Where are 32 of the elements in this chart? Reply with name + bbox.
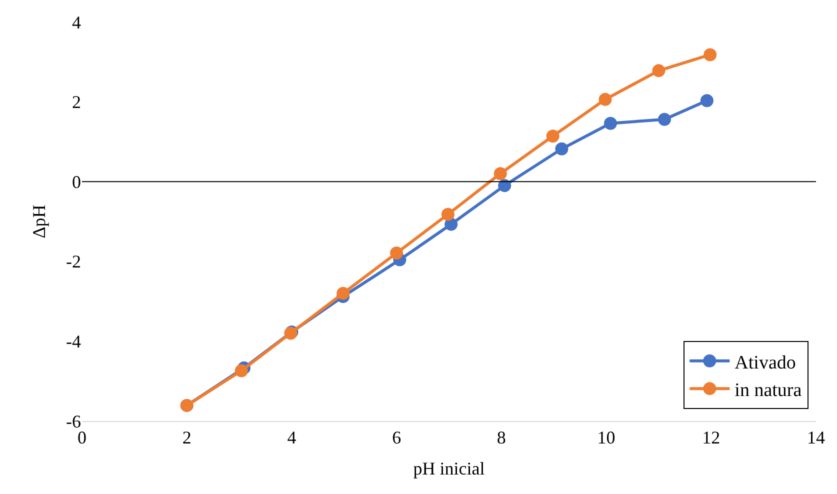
point: [234, 364, 248, 378]
legend-label: Ativado: [734, 352, 796, 374]
y-axis-title: ΔpH: [29, 204, 50, 238]
point: [658, 112, 671, 126]
x-axis-title: pH inicial: [413, 458, 485, 479]
x-tick-label: 10: [597, 428, 616, 448]
point: [546, 130, 560, 143]
point: [604, 116, 617, 130]
x-tick-label: 6: [392, 428, 402, 448]
y-tick-label: -4: [66, 332, 81, 352]
point: [441, 208, 454, 221]
point: [336, 286, 350, 300]
point: [598, 92, 612, 106]
x-tick-label: 2: [182, 428, 192, 448]
x-tick-label: 4: [287, 428, 296, 448]
point: [652, 64, 666, 78]
y-tick-label: 4: [72, 12, 81, 32]
point: [555, 142, 568, 156]
point: [494, 167, 507, 180]
y-tick-label: 0: [72, 172, 81, 192]
point: [704, 48, 717, 62]
point: [444, 218, 458, 231]
y-tick-label: -2: [66, 252, 81, 272]
point: [390, 246, 404, 260]
y-tick-label: 2: [72, 92, 81, 112]
legend-label: in natura: [734, 380, 802, 401]
x-tick-label: 14: [807, 428, 825, 448]
x-tick-label: 12: [702, 428, 720, 448]
y-tick-label: -6: [66, 411, 81, 432]
point: [498, 179, 512, 192]
x-tick-label: 8: [496, 428, 506, 448]
point: [700, 94, 714, 108]
